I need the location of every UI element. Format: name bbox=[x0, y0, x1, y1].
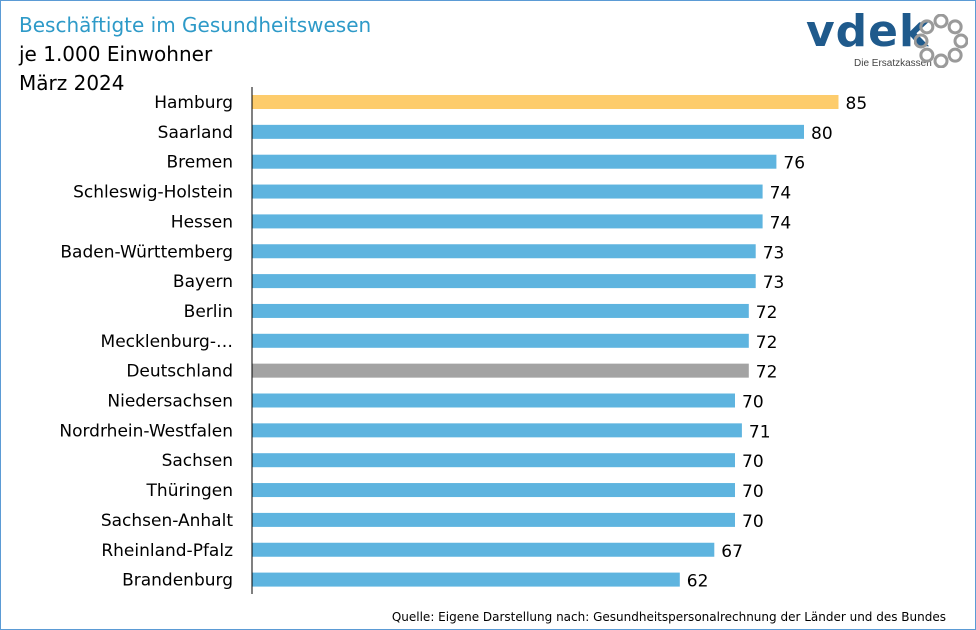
bar bbox=[252, 184, 763, 199]
logo-dot bbox=[933, 53, 949, 68]
category-label: Niedersachsen bbox=[107, 392, 233, 412]
bar-chart: Hamburg 85 Saarland 80 Bremen 76 Schleswig-Hol… bbox=[59, 87, 868, 594]
bar bbox=[252, 274, 756, 289]
data-label: 72 bbox=[756, 363, 778, 383]
bar bbox=[252, 244, 756, 259]
category-label: Nordrhein-Westfalen bbox=[59, 421, 233, 441]
data-label: 67 bbox=[721, 542, 743, 562]
bar bbox=[252, 423, 742, 438]
source-note: Quelle: Eigene Darstellung nach: Gesundh… bbox=[391, 610, 946, 624]
category-label: Deutschland bbox=[126, 362, 233, 382]
data-label: 70 bbox=[742, 452, 764, 472]
data-label: 72 bbox=[756, 333, 778, 353]
data-label: 70 bbox=[742, 512, 764, 532]
category-label: Hamburg bbox=[154, 93, 233, 113]
chart-subtitle-date: März 2024 bbox=[19, 71, 125, 95]
data-label: 85 bbox=[846, 94, 868, 114]
logo-dot bbox=[953, 33, 968, 49]
category-label: Berlin bbox=[184, 302, 233, 322]
bar bbox=[252, 333, 749, 348]
data-label: 62 bbox=[687, 572, 709, 592]
dotted-ring-logo-icon bbox=[914, 14, 968, 68]
data-label: 70 bbox=[742, 482, 764, 502]
bar bbox=[252, 214, 763, 229]
category-label: Baden-Württemberg bbox=[60, 242, 233, 262]
logo-dot bbox=[919, 47, 935, 63]
bar bbox=[252, 542, 715, 557]
data-label: 70 bbox=[742, 393, 764, 413]
bar bbox=[252, 572, 680, 587]
chart-title: Beschäftigte im Gesundheitswesen bbox=[19, 13, 372, 37]
category-label: Mecklenburg-… bbox=[101, 332, 233, 352]
category-label: Sachsen-Anhalt bbox=[101, 511, 233, 531]
data-label: 76 bbox=[783, 154, 805, 174]
category-label: Hessen bbox=[171, 212, 233, 232]
logo-wordmark: vdek bbox=[806, 6, 930, 57]
category-label: Rheinland-Pfalz bbox=[101, 541, 233, 561]
bar bbox=[252, 453, 735, 468]
data-label: 72 bbox=[756, 303, 778, 323]
bar bbox=[252, 95, 839, 109]
data-label: 74 bbox=[770, 184, 792, 204]
category-label: Bremen bbox=[166, 153, 233, 173]
category-label: Brandenburg bbox=[122, 571, 233, 591]
category-label: Schleswig-Holstein bbox=[73, 183, 233, 203]
bar bbox=[252, 512, 735, 527]
category-label: Sachsen bbox=[162, 451, 233, 471]
logo-dot bbox=[933, 14, 949, 29]
bar bbox=[252, 393, 735, 408]
category-label: Thüringen bbox=[146, 481, 233, 501]
bar bbox=[252, 363, 749, 378]
chart-subtitle-unit: je 1.000 Einwohner bbox=[19, 42, 213, 66]
data-label: 73 bbox=[763, 273, 785, 293]
logo-dot bbox=[947, 19, 963, 35]
data-label: 71 bbox=[749, 422, 771, 442]
bar bbox=[252, 483, 735, 498]
data-label: 74 bbox=[770, 213, 792, 233]
logo-dot bbox=[914, 33, 929, 49]
logo-tagline: Die Ersatzkassen bbox=[854, 58, 932, 69]
data-label: 73 bbox=[763, 243, 785, 263]
logo-dot bbox=[947, 47, 963, 63]
data-label: 80 bbox=[811, 124, 833, 144]
category-label: Saarland bbox=[158, 123, 233, 143]
bar bbox=[252, 303, 749, 318]
bar bbox=[252, 124, 804, 139]
vdek-logo: vdek Die Ersatzkassen bbox=[806, 6, 970, 72]
logo-dot bbox=[919, 19, 935, 35]
category-label: Bayern bbox=[173, 272, 233, 292]
bar bbox=[252, 154, 777, 169]
